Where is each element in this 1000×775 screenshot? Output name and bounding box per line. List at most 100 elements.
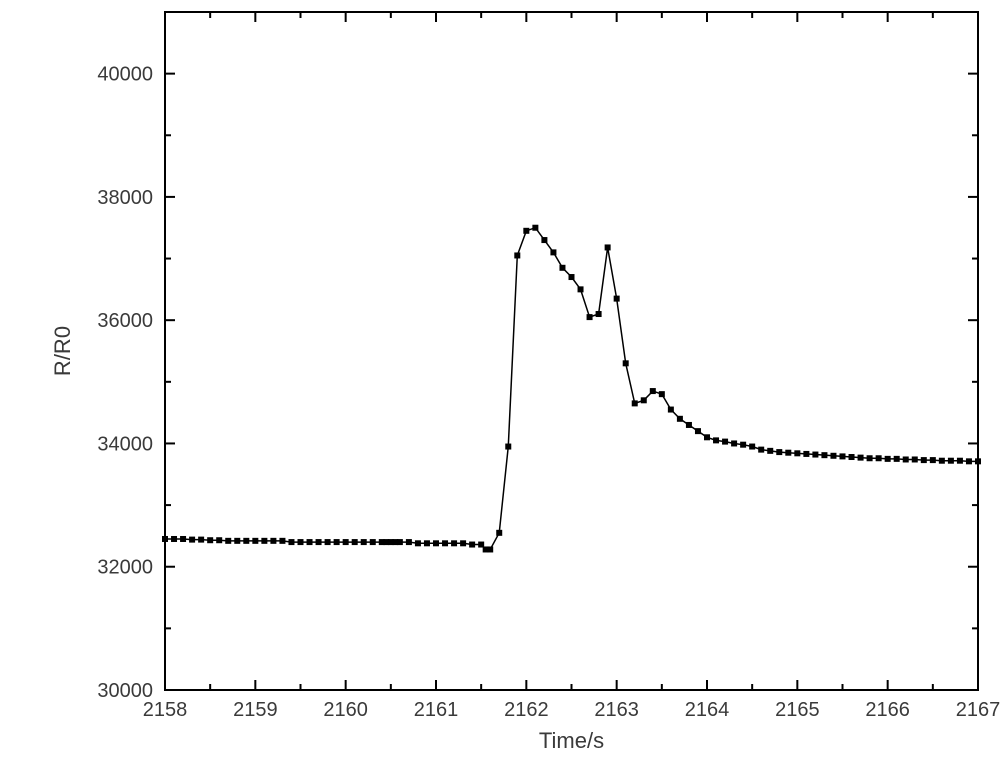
data-marker: [659, 391, 665, 397]
data-marker: [758, 447, 764, 453]
data-marker: [334, 539, 340, 545]
y-tick-label: 36000: [97, 310, 153, 332]
data-marker: [623, 360, 629, 366]
data-marker: [433, 540, 439, 546]
data-marker: [867, 455, 873, 461]
data-marker: [830, 453, 836, 459]
x-tick-label: 2166: [865, 699, 910, 721]
data-marker: [514, 252, 520, 258]
data-marker: [162, 536, 168, 542]
data-marker: [207, 537, 213, 543]
data-marker: [668, 407, 674, 413]
data-marker: [252, 538, 258, 544]
x-tick-label: 2159: [233, 699, 278, 721]
data-marker: [885, 456, 891, 462]
data-marker: [316, 539, 322, 545]
data-marker: [894, 456, 900, 462]
data-marker: [767, 448, 773, 454]
data-marker: [198, 537, 204, 543]
y-tick-label: 30000: [97, 680, 153, 702]
data-marker: [279, 538, 285, 544]
data-marker: [469, 542, 475, 548]
x-tick-label: 2164: [685, 699, 730, 721]
data-marker: [749, 444, 755, 450]
data-marker: [352, 539, 358, 545]
data-marker: [957, 458, 963, 464]
data-marker: [487, 546, 493, 552]
data-marker: [713, 437, 719, 443]
data-marker: [307, 539, 313, 545]
data-marker: [912, 456, 918, 462]
data-marker: [343, 539, 349, 545]
data-marker: [686, 422, 692, 428]
data-marker: [903, 456, 909, 462]
data-marker: [939, 458, 945, 464]
data-marker: [650, 388, 656, 394]
x-tick-label: 2161: [414, 699, 459, 721]
data-marker: [406, 539, 412, 545]
data-marker: [180, 536, 186, 542]
y-tick-label: 40000: [97, 64, 153, 86]
data-marker: [975, 458, 981, 464]
y-tick-label: 32000: [97, 557, 153, 579]
data-marker: [442, 540, 448, 546]
data-marker: [948, 458, 954, 464]
data-marker: [740, 442, 746, 448]
data-marker: [776, 449, 782, 455]
data-marker: [397, 539, 403, 545]
data-marker: [821, 452, 827, 458]
data-marker: [966, 458, 972, 464]
data-marker: [695, 428, 701, 434]
data-marker: [559, 265, 565, 271]
data-marker: [298, 539, 304, 545]
data-marker: [812, 452, 818, 458]
data-marker: [370, 539, 376, 545]
data-marker: [505, 444, 511, 450]
data-marker: [921, 457, 927, 463]
y-axis-label: R/R0: [50, 326, 75, 376]
data-marker: [451, 540, 457, 546]
y-tick-label: 34000: [97, 433, 153, 455]
data-marker: [858, 455, 864, 461]
data-marker: [849, 454, 855, 460]
data-marker: [596, 311, 602, 317]
x-tick-label: 2158: [143, 699, 188, 721]
data-marker: [361, 539, 367, 545]
data-marker: [803, 451, 809, 457]
data-marker: [243, 538, 249, 544]
data-marker: [632, 400, 638, 406]
data-marker: [731, 440, 737, 446]
data-marker: [189, 537, 195, 543]
data-marker: [614, 296, 620, 302]
data-marker: [523, 228, 529, 234]
data-marker: [261, 538, 267, 544]
data-marker: [876, 455, 882, 461]
data-marker: [704, 434, 710, 440]
x-axis-label: Time/s: [539, 728, 604, 753]
data-marker: [785, 450, 791, 456]
x-tick-label: 2163: [594, 699, 639, 721]
data-marker: [496, 530, 502, 536]
x-tick-label: 2167: [956, 699, 1000, 721]
x-tick-label: 2160: [323, 699, 368, 721]
data-marker: [541, 237, 547, 243]
data-marker: [569, 274, 575, 280]
data-marker: [270, 538, 276, 544]
data-marker: [171, 536, 177, 542]
data-marker: [840, 453, 846, 459]
data-marker: [578, 286, 584, 292]
data-marker: [460, 540, 466, 546]
chart-container: 2158215921602161216221632164216521662167…: [0, 0, 1000, 775]
data-marker: [225, 538, 231, 544]
data-marker: [234, 538, 240, 544]
plot-box: [165, 12, 978, 690]
data-marker: [550, 249, 556, 255]
data-marker: [216, 537, 222, 543]
data-marker: [288, 539, 294, 545]
data-marker: [930, 457, 936, 463]
y-tick-label: 38000: [97, 187, 153, 209]
data-marker: [605, 244, 611, 250]
data-marker: [587, 314, 593, 320]
data-marker: [325, 539, 331, 545]
chart-svg: 2158215921602161216221632164216521662167…: [0, 0, 1000, 775]
